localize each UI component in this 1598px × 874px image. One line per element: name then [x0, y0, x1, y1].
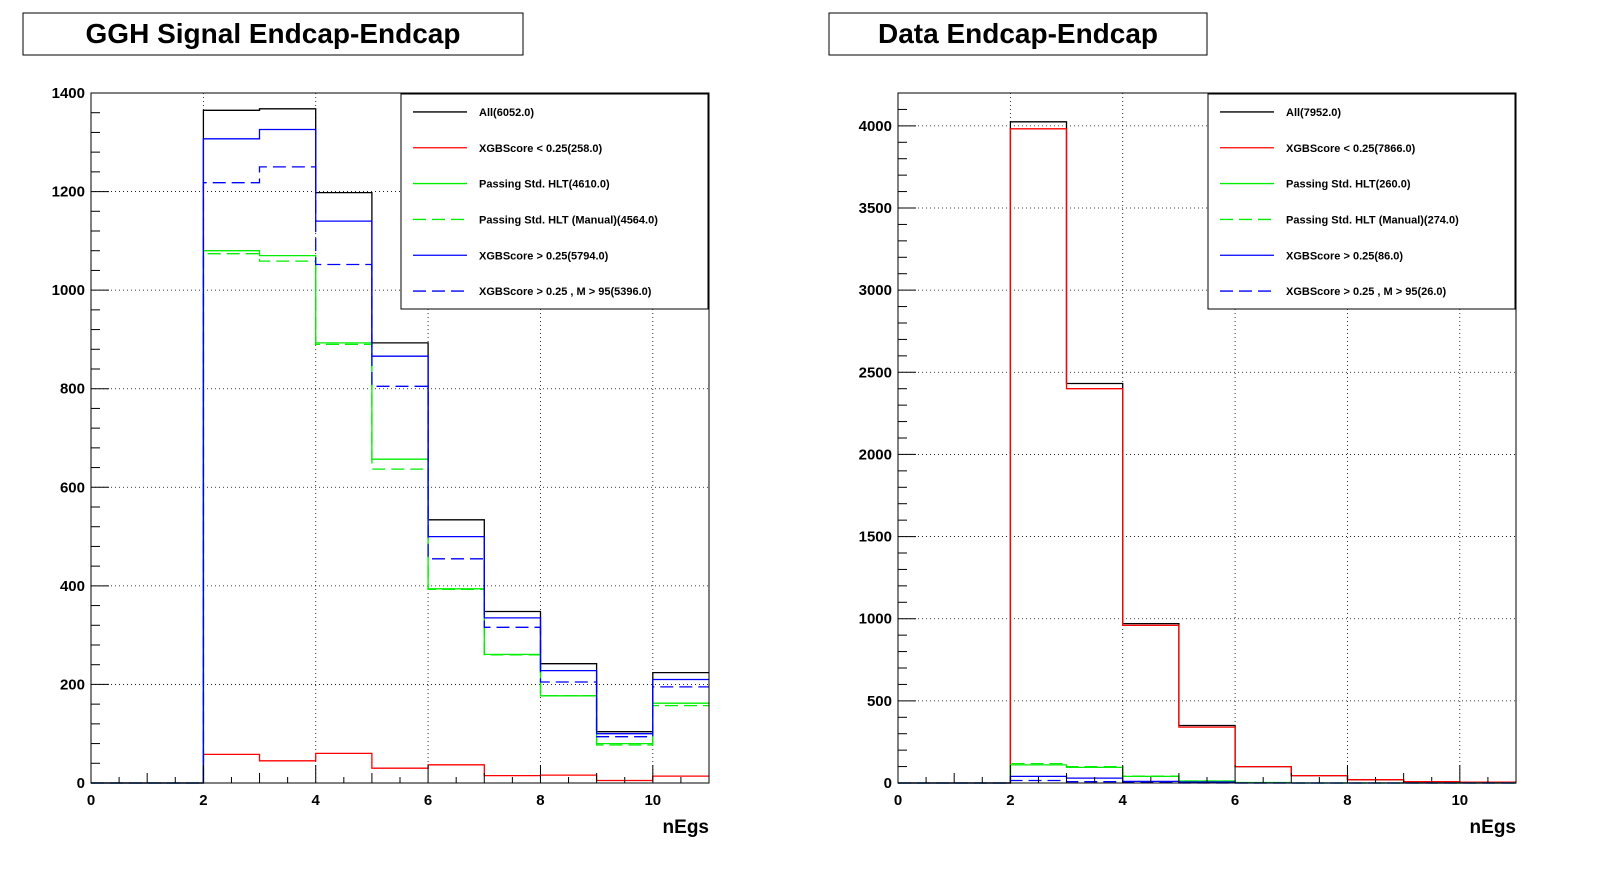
legend-label-2: XGBScore < 0.25(7866.0): [1286, 143, 1416, 155]
x-tick-label: 2: [199, 792, 207, 809]
y-tick-label: 3000: [859, 282, 892, 299]
legend-box: [1207, 93, 1516, 310]
y-tick-label: 0: [77, 775, 85, 792]
legend-label-2: XGBScore < 0.25(258.0): [479, 143, 603, 155]
chart-title: GGH Signal Endcap-Endcap: [86, 18, 461, 49]
y-tick-label: 1000: [52, 282, 85, 299]
legend-label-1: All(6052.0): [479, 107, 534, 119]
legend-label-6: XGBScore > 0.25 , M > 95(26.0): [1286, 286, 1447, 298]
x-tick-label: 8: [1343, 792, 1351, 809]
x-axis-title: nEgs: [1470, 817, 1516, 838]
x-tick-label: 6: [1231, 792, 1239, 809]
x-tick-label: 2: [1006, 792, 1014, 809]
x-tick-label: 10: [1451, 792, 1468, 809]
y-tick-label: 1200: [52, 184, 85, 201]
y-tick-label: 1400: [52, 85, 85, 102]
series-line-6: [91, 166, 709, 784]
series-line-4: [91, 253, 709, 784]
legend-label-3: Passing Std. HLT(4610.0): [479, 179, 610, 191]
y-tick-label: 400: [60, 578, 85, 595]
legend-label-4: Passing Std. HLT (Manual)(274.0): [1286, 214, 1459, 226]
y-tick-label: 600: [60, 479, 85, 496]
legend-label-5: XGBScore > 0.25(5794.0): [479, 250, 609, 262]
x-tick-label: 0: [894, 792, 902, 809]
y-tick-label: 800: [60, 381, 85, 398]
x-tick-label: 4: [1119, 792, 1128, 809]
y-tick-label: 200: [60, 676, 85, 693]
series-line-5: [91, 128, 709, 784]
chart-panel-2: Data Endcap-Endcap 0 2 4 6 8 10 0 500 1000 1500 200…: [828, 12, 1517, 838]
chart-panel-1: GGH Signal Endcap-Endcap 0 2 4 6 8 10 0 200 400 60…: [22, 12, 710, 838]
x-tick-label: 0: [87, 792, 95, 809]
x-axis-title: nEgs: [663, 817, 709, 838]
series-line-3: [91, 250, 709, 784]
y-tick-label: 3500: [859, 200, 892, 217]
x-tick-label: 8: [536, 792, 544, 809]
legend: All(7952.0) XGBScore < 0.25(7866.0) Passin…: [1207, 93, 1516, 310]
legend-box: [400, 93, 709, 310]
legend: All(6052.0) XGBScore < 0.25(258.0) Passing…: [400, 93, 709, 310]
chart-title-box: [828, 12, 1208, 56]
legend-label-1: All(7952.0): [1286, 107, 1341, 119]
x-tick-label: 4: [312, 792, 321, 809]
y-tick-label: 2000: [859, 446, 892, 463]
legend-label-6: XGBScore > 0.25 , M > 95(5396.0): [479, 286, 652, 298]
x-tick-label: 6: [424, 792, 432, 809]
y-tick-label: 4000: [859, 118, 892, 135]
legend-label-3: Passing Std. HLT(260.0): [1286, 179, 1411, 191]
y-tick-label: 1000: [859, 611, 892, 628]
y-tick-label: 2500: [859, 364, 892, 381]
y-tick-label: 500: [867, 693, 892, 710]
legend-label-4: Passing Std. HLT (Manual)(4564.0): [479, 214, 658, 226]
chart-title: Data Endcap-Endcap: [878, 18, 1158, 49]
chart-title-box: [22, 12, 524, 56]
y-tick-label: 1500: [859, 529, 892, 546]
x-tick-label: 10: [644, 792, 661, 809]
y-tick-label: 0: [884, 775, 892, 792]
legend-label-5: XGBScore > 0.25(86.0): [1286, 250, 1403, 262]
